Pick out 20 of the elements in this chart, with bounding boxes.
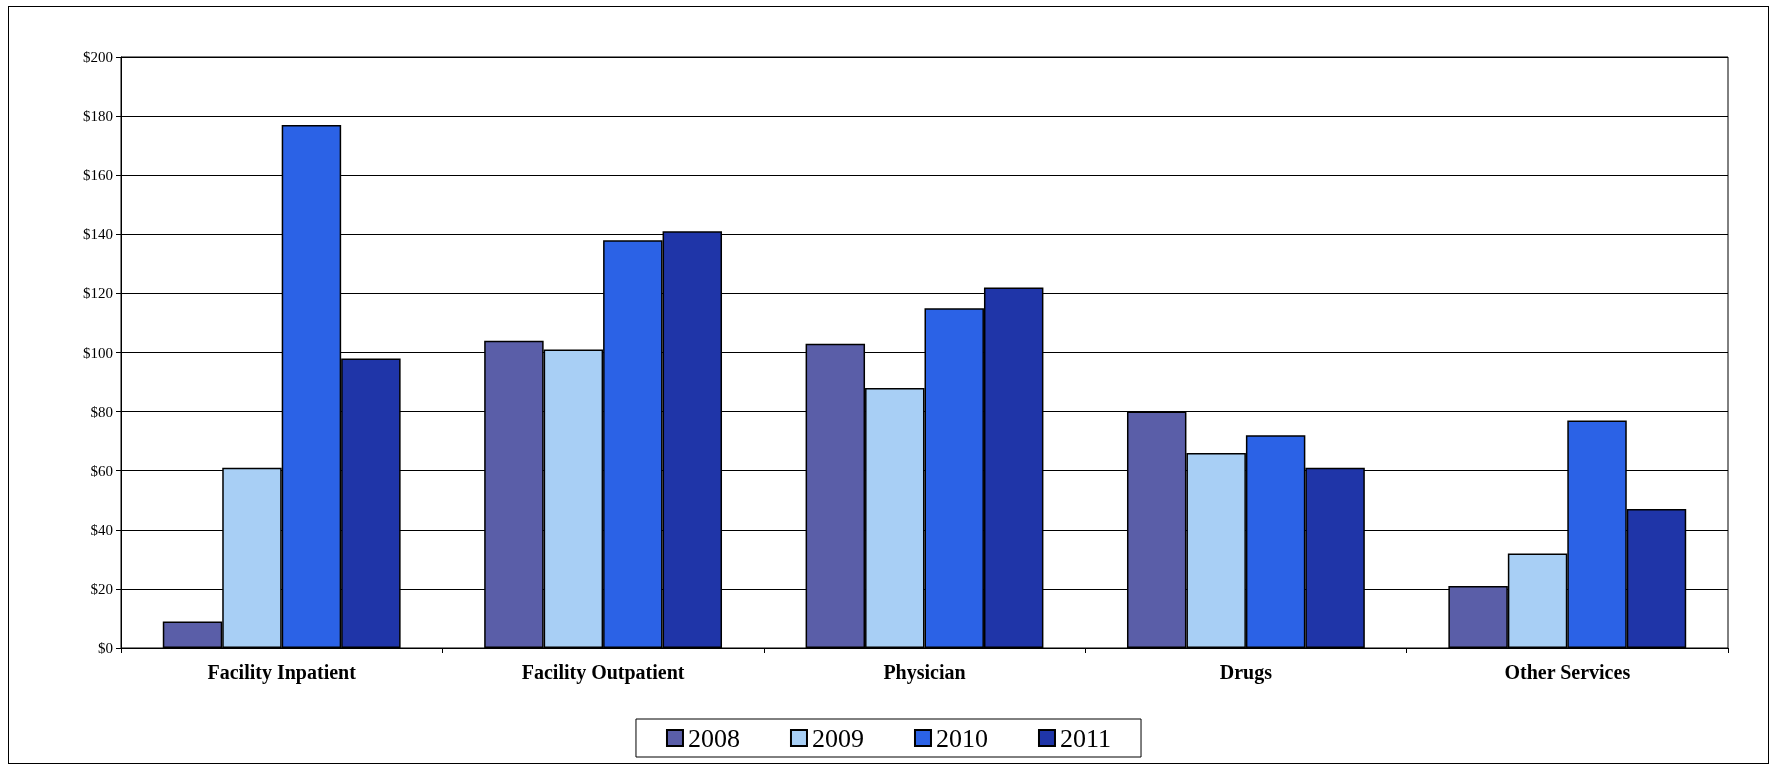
y-tick-label: $120 xyxy=(83,285,113,302)
legend-label: 2009 xyxy=(811,723,864,753)
x-tick-label: Physician xyxy=(883,661,966,684)
y-tick-label: $20 xyxy=(90,580,113,597)
y-tick-label: $160 xyxy=(83,167,113,184)
x-tick-label: Other Services xyxy=(1504,661,1631,683)
y-tick-label: $0 xyxy=(98,640,113,656)
legend-label: 2008 xyxy=(687,723,740,753)
y-tick-label: $140 xyxy=(83,226,113,243)
y-tick-label: $80 xyxy=(90,403,113,420)
y-tick-label: $60 xyxy=(90,462,113,479)
y-tick-label: $40 xyxy=(90,521,113,538)
y-tick-label: $100 xyxy=(83,344,113,361)
x-tick-label: Drugs xyxy=(1219,661,1273,684)
x-tick-label: Facility Inpatient xyxy=(207,661,357,684)
y-tick-label: $180 xyxy=(83,108,113,125)
legend-label: 2011 xyxy=(1059,723,1112,753)
x-tick-label: Facility Outpatient xyxy=(521,661,685,684)
legend-label: 2010 xyxy=(935,723,988,753)
y-tick-label: $200 xyxy=(83,49,113,65)
